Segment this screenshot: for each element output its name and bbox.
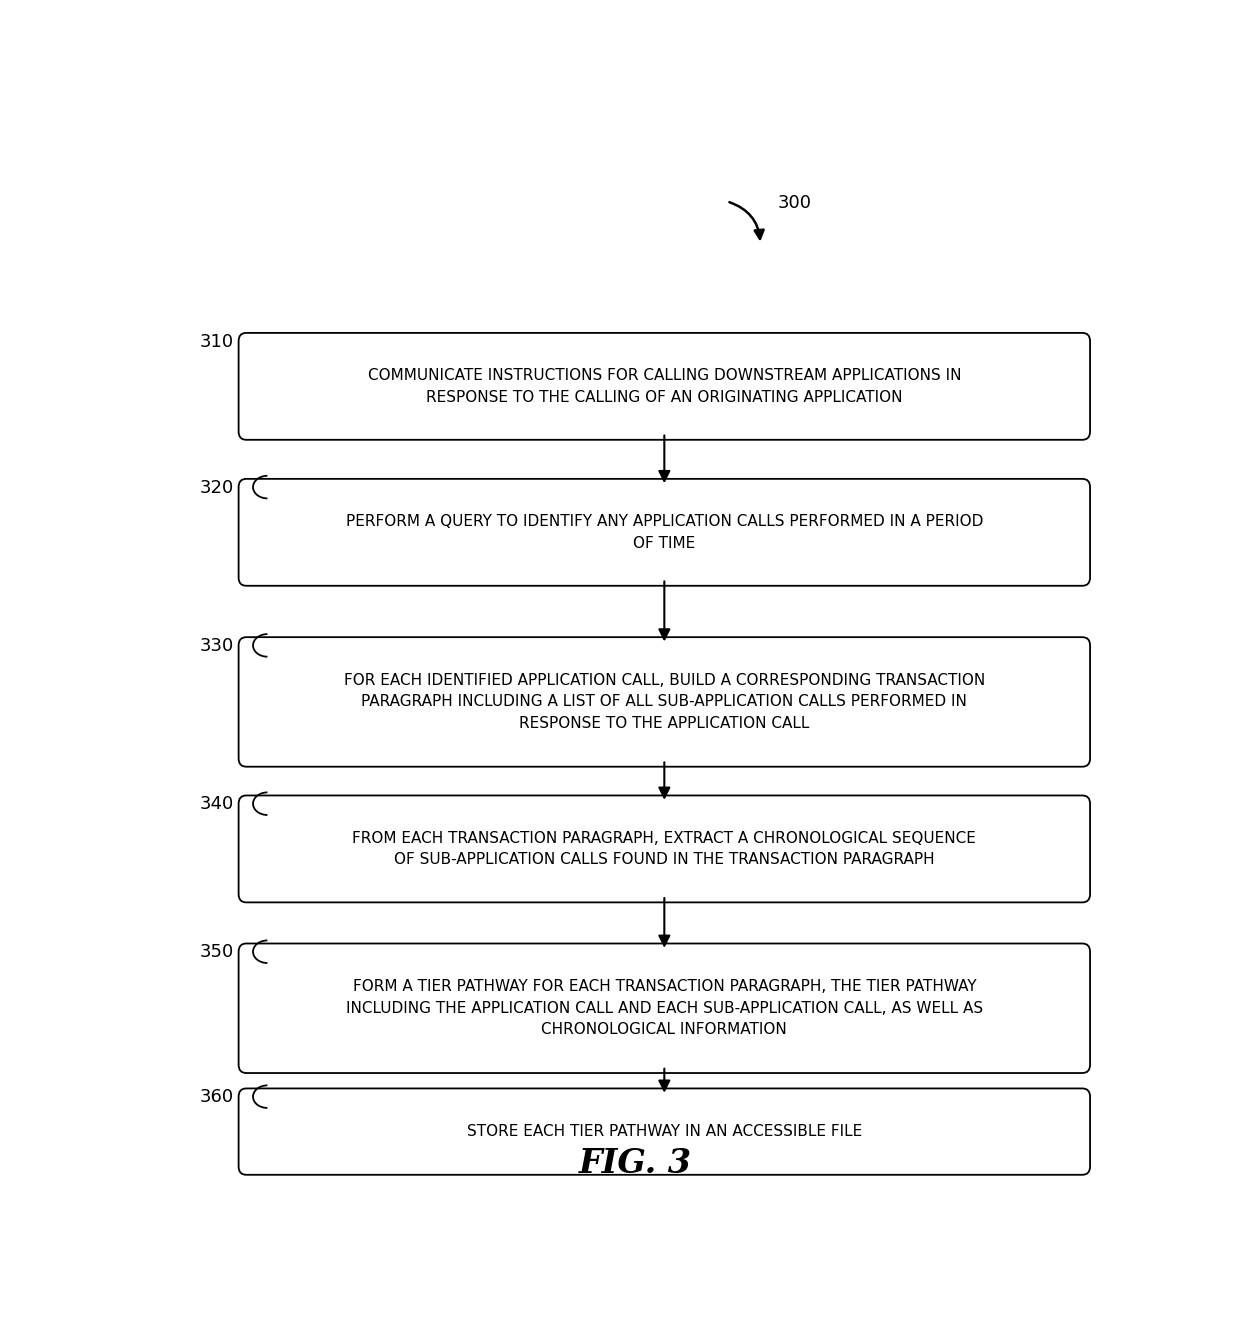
Text: FORM A TIER PATHWAY FOR EACH TRANSACTION PARAGRAPH, THE TIER PATHWAY
INCLUDING T: FORM A TIER PATHWAY FOR EACH TRANSACTION…	[346, 979, 983, 1037]
FancyBboxPatch shape	[238, 332, 1090, 439]
FancyBboxPatch shape	[238, 944, 1090, 1073]
Text: STORE EACH TIER PATHWAY IN AN ACCESSIBLE FILE: STORE EACH TIER PATHWAY IN AN ACCESSIBLE…	[466, 1124, 862, 1139]
Text: COMMUNICATE INSTRUCTIONS FOR CALLING DOWNSTREAM APPLICATIONS IN
RESPONSE TO THE : COMMUNICATE INSTRUCTIONS FOR CALLING DOW…	[367, 368, 961, 405]
Text: PERFORM A QUERY TO IDENTIFY ANY APPLICATION CALLS PERFORMED IN A PERIOD
OF TIME: PERFORM A QUERY TO IDENTIFY ANY APPLICAT…	[346, 514, 983, 550]
Text: 300: 300	[777, 195, 812, 212]
Text: 310: 310	[200, 332, 234, 351]
Text: FOR EACH IDENTIFIED APPLICATION CALL, BUILD A CORRESPONDING TRANSACTION
PARAGRAP: FOR EACH IDENTIFIED APPLICATION CALL, BU…	[343, 673, 985, 732]
Text: 330: 330	[200, 637, 234, 655]
FancyBboxPatch shape	[238, 796, 1090, 902]
FancyBboxPatch shape	[238, 637, 1090, 766]
Text: FIG. 3: FIG. 3	[579, 1147, 692, 1180]
Text: 350: 350	[200, 944, 234, 961]
Text: FROM EACH TRANSACTION PARAGRAPH, EXTRACT A CHRONOLOGICAL SEQUENCE
OF SUB-APPLICA: FROM EACH TRANSACTION PARAGRAPH, EXTRACT…	[352, 830, 976, 868]
FancyBboxPatch shape	[238, 1088, 1090, 1175]
Text: 340: 340	[200, 796, 234, 813]
Text: 360: 360	[200, 1088, 234, 1107]
FancyBboxPatch shape	[238, 479, 1090, 586]
Text: 320: 320	[200, 479, 234, 497]
